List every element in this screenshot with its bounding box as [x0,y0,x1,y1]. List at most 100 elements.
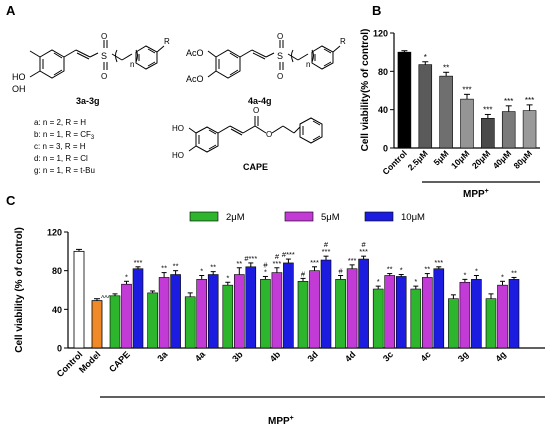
y-tick-label: 0 [383,144,388,154]
x-axis-title-text: MPP [268,416,290,427]
bar [508,279,520,349]
sulfur-label: S [101,51,107,61]
bar [73,250,85,349]
compound-label-4a-4g: 4a-4g [248,96,272,106]
significance-marker: # [324,240,329,249]
x-tick-label: 3c [381,349,395,363]
legend-label: 2μM [226,212,245,223]
series-definition-a: a: n = 2, R = H [34,118,86,127]
x-tick-label: 2.5μM [406,148,430,172]
x-axis-title-superscript: + [485,188,489,195]
legend-swatch [364,211,394,222]
significance-marker: *** [462,85,471,94]
chart-b: 04080120Control*2.5μM**5μM***10μM***20μM… [360,29,540,200]
bar [395,276,407,349]
x-tick-label: 80μM [512,148,534,170]
legend-swatch [284,211,314,222]
model-marker: ^^^ [101,296,112,303]
bar [283,262,294,349]
x-tick-label: CAPE [107,349,132,374]
y-tick-label: 80 [52,266,62,276]
x-tick-label: 5μM [431,148,450,167]
significance-marker: *** [310,258,319,267]
bar [91,300,103,349]
x-tick-label: 4g [493,349,508,364]
bar [460,98,474,149]
series-definition-b: b: n = 1, R = CF3 [34,130,95,141]
x-tick-label: 3d [305,349,320,364]
significance-marker: ** [236,259,242,268]
significance-marker: * [377,277,380,286]
y-tick-label: 80 [378,67,388,77]
legend-label: 10μM [401,212,425,223]
significance-marker: #*** [282,250,295,259]
series-definition-b-text: b: n = 1, R = CF [34,130,91,139]
oxygen-label: O [277,32,283,41]
legend-swatch [189,211,219,222]
significance-marker: *** [359,247,368,256]
significance-marker: # [339,267,344,276]
significance-marker: * [400,266,403,275]
significance-marker: *** [273,259,282,268]
significance-marker: #*** [244,254,257,263]
r-label: R [340,37,346,46]
y-tick-label: 0 [57,344,62,354]
significance-marker: ** [511,268,517,277]
sulfur-label: S [277,51,283,61]
bar [222,284,234,349]
significance-marker: * [475,267,478,276]
bar [358,258,369,349]
structure-3a-3g [29,40,165,79]
x-tick-label: 4d [343,349,358,364]
n-label: n [306,60,310,69]
compound-label-3a-3g: 3a-3g [76,96,100,106]
bar [522,110,537,149]
acetoxy-label: AcO [186,74,204,84]
significance-marker: *** [434,258,443,267]
series-definition-d: d: n = 1, R = Cl [34,154,88,163]
bar [459,281,471,349]
bar [297,280,309,349]
bar [207,274,219,349]
r-label: R [164,37,170,46]
hydroxyl-label: HO [172,151,184,160]
compound-label-cape: CAPE [243,162,268,172]
significance-marker: *** [348,256,357,265]
panel-label-a: A [6,3,16,18]
bar [418,64,433,149]
x-tick-label: 3g [456,349,471,364]
bar [184,296,196,349]
bar [346,268,358,349]
oxygen-label: O [101,32,107,41]
significance-marker: * [200,267,203,276]
x-axis-title-superscript: + [290,415,294,422]
significance-marker: ** [173,262,179,271]
bar [471,279,482,349]
series-definition-c: c: n = 3, R = H [34,142,86,151]
bar [170,274,181,349]
acetoxy-label: AcO [186,48,204,58]
legend-label: 5μM [321,212,340,223]
significance-marker: # [275,252,280,261]
bar [320,259,332,349]
significance-marker: * [414,277,417,286]
significance-marker: ** [443,63,449,72]
x-axis-title-text: MPP [463,189,485,200]
structure-cape [188,116,323,153]
bar [132,268,144,349]
hydroxyl-label: HO [172,124,184,133]
bar [372,288,384,349]
bar [433,268,445,349]
x-axis-title: MPP+ [463,188,489,200]
significance-marker: # [301,269,306,278]
series-definition-g: g: n = 1, R = t-Bu [34,166,95,175]
x-tick-label: 20μM [470,148,492,170]
y-axis-title: Cell viability (% of control) [14,227,25,353]
significance-marker: # [263,260,268,269]
bar [421,277,433,349]
chart-c: 0 40 80 120 Cell viability (% of control) 2μM… [14,211,545,427]
bar [234,274,245,349]
significance-marker: ** [210,263,216,272]
bar [448,298,459,349]
